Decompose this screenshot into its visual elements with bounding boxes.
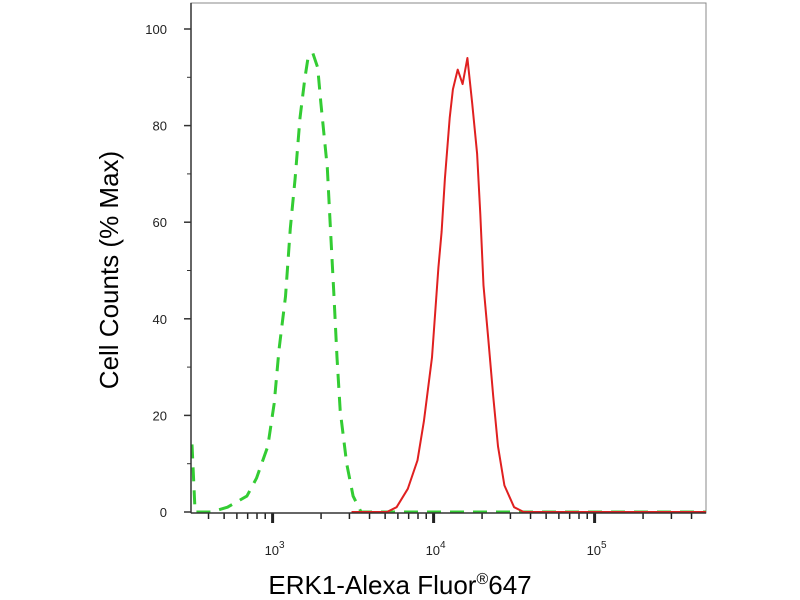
series-group [190, 51, 706, 514]
y-tick-label: 60 [153, 215, 167, 230]
y-tick-label: 0 [160, 505, 167, 520]
x-tick-exponent: 5 [601, 540, 607, 551]
x-tick-exponent: 3 [279, 540, 285, 551]
x-tick-label: 105 [587, 540, 607, 558]
x-axis: 103 104 105 [207, 513, 693, 558]
x-tick-base: 10 [587, 543, 601, 558]
x-tick-base: 10 [426, 543, 440, 558]
sample-histogram-line [351, 57, 706, 513]
y-axis-title: Cell Counts (% Max) [94, 151, 124, 389]
plot-frame [190, 2, 707, 514]
x-tick-exponent: 4 [440, 540, 446, 551]
y-axis: 0 20 40 60 80 100 [145, 22, 191, 520]
x-axis-title-main: ERK1-Alexa Fluor [268, 570, 476, 600]
y-tick-label: 80 [153, 119, 167, 134]
y-tick-label: 40 [153, 312, 167, 327]
x-axis-title: ERK1-Alexa Fluor®647 [268, 570, 531, 600]
x-tick-label: 104 [426, 540, 446, 558]
y-tick-label: 20 [153, 408, 167, 423]
registered-mark: ® [476, 571, 488, 588]
x-tick-base: 10 [265, 543, 279, 558]
x-tick-label: 103 [265, 540, 285, 558]
x-axis-title-suffix: 647 [488, 570, 531, 600]
y-tick-label: 100 [145, 22, 167, 37]
